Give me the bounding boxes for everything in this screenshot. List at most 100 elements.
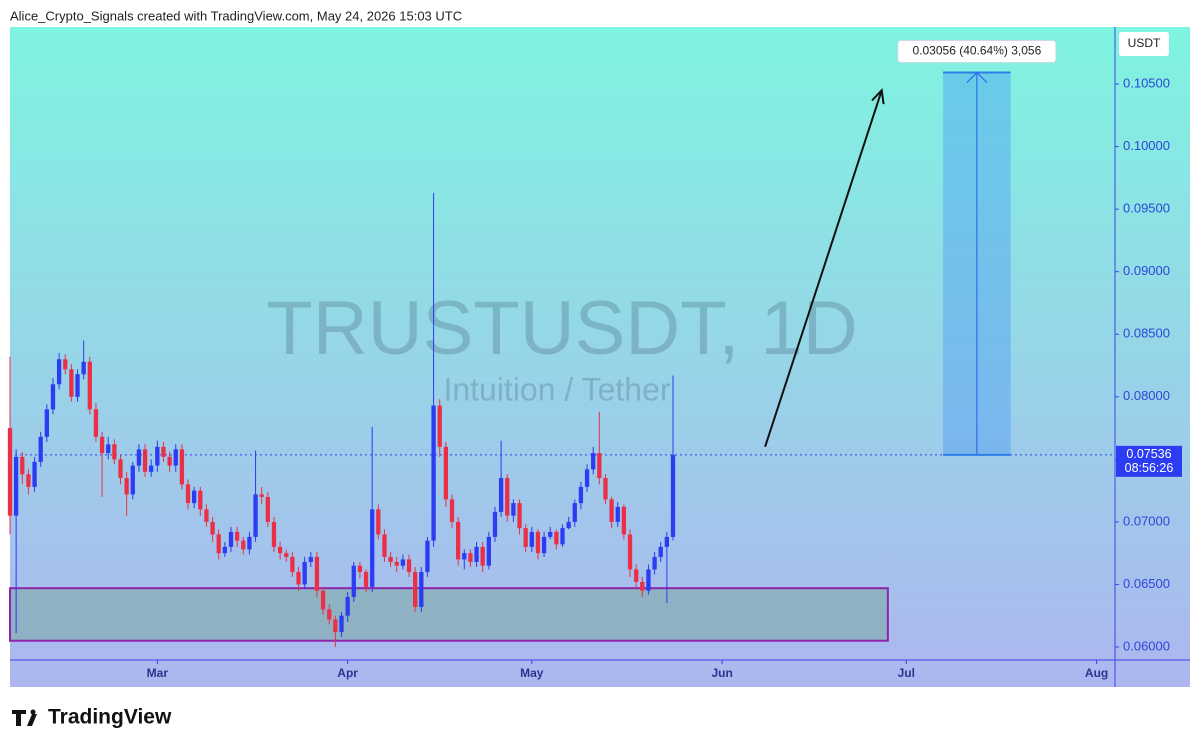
candle-body (621, 506, 627, 535)
y-tick-label: 0.10500 (1123, 75, 1170, 90)
currency-label: USDT (1128, 36, 1161, 50)
forecast-arrow (764, 89, 883, 448)
candle-body (351, 565, 356, 597)
x-tick-label: Aug (1085, 666, 1108, 680)
candle-body (302, 561, 307, 585)
x-tick-label: Mar (147, 666, 169, 680)
candle-body (185, 484, 191, 504)
watermark-title: TRUSTUSDT, 1D (266, 286, 857, 371)
candle-body (339, 615, 344, 632)
candle-body (578, 486, 584, 504)
candle-body (56, 359, 62, 385)
candle-body (511, 503, 516, 516)
countdown: 08:56:26 (1125, 461, 1174, 475)
candle-body (93, 409, 99, 437)
candle-body (161, 446, 166, 457)
candle-body (363, 571, 369, 587)
candle-body (63, 359, 68, 370)
candle-body (646, 569, 651, 591)
candle-body (535, 531, 541, 554)
candle-body (388, 556, 393, 562)
candle-body (449, 499, 455, 522)
candle-body (253, 494, 258, 537)
candle-body (664, 536, 670, 547)
candle-body (81, 361, 86, 375)
y-tick-label: 0.06500 (1123, 576, 1170, 591)
x-tick-label: Jun (711, 666, 732, 680)
candle-body (431, 405, 436, 541)
candle-body (345, 596, 350, 616)
candle-body (198, 490, 203, 510)
chart-background (10, 27, 1190, 687)
candle-body (210, 521, 215, 535)
candle-body (591, 453, 596, 470)
candle-body (370, 509, 375, 587)
candle-body (455, 521, 461, 560)
candle-body (443, 446, 449, 500)
candle-body (419, 571, 424, 607)
x-tick-label: May (520, 666, 544, 680)
candle-body (136, 449, 142, 466)
candle-body (265, 496, 270, 522)
candle-body (615, 506, 620, 522)
candle-body (7, 428, 13, 516)
candle-body (584, 469, 590, 487)
candle-body (609, 499, 614, 522)
candle-body (498, 478, 504, 512)
candle-body (112, 444, 117, 460)
plot-layer: 0.03056 (40.64%) 3,056 (7, 40, 1115, 647)
support-zone (9, 587, 889, 642)
candle-body (234, 531, 240, 541)
candle-body (640, 581, 645, 591)
candle-body (400, 559, 406, 566)
candle-body (308, 556, 313, 562)
x-tick-label: Jul (898, 666, 915, 680)
candle-body (437, 405, 442, 447)
candle-body (284, 553, 289, 557)
candle-body (192, 490, 197, 504)
candle-body (413, 571, 418, 607)
candle-body (566, 521, 571, 529)
candle-body (222, 546, 228, 554)
candle-body (357, 565, 363, 572)
brand-logo (12, 709, 37, 726)
candle-body (382, 534, 387, 557)
y-tick-label: 0.09500 (1123, 201, 1170, 216)
candle-body (271, 521, 277, 547)
candle-body (425, 540, 430, 572)
y-tick-label: 0.07000 (1123, 513, 1170, 528)
candle-body (277, 546, 283, 554)
candle-body (241, 540, 246, 550)
candle-body (529, 531, 534, 547)
candle-body (548, 531, 553, 537)
measure-label-box (897, 40, 1057, 64)
candle-body (517, 503, 522, 529)
candle-body (290, 556, 295, 572)
candle-body (296, 571, 301, 585)
candle-body (99, 436, 105, 454)
watermark-subtitle: Intuition / Tether (443, 371, 670, 407)
candle-body (572, 503, 577, 522)
y-tick-label: 0.10000 (1123, 138, 1170, 153)
candle-body (44, 409, 49, 437)
candle-body (462, 553, 467, 560)
candle-body (320, 590, 326, 610)
candle-body (523, 528, 528, 547)
candle-body (627, 534, 633, 570)
candle-body (314, 556, 320, 591)
measure-label: 0.03056 (40.64%) 3,056 (912, 44, 1041, 58)
candle-body (505, 478, 510, 516)
candle-body (155, 446, 160, 466)
candle-body (173, 449, 178, 466)
candle-body (228, 531, 234, 547)
candle-body (327, 609, 332, 620)
y-tick-label: 0.09000 (1123, 263, 1170, 278)
candle-body (75, 374, 80, 397)
candle-body (87, 361, 92, 410)
candle-body (50, 384, 56, 410)
candle-body (541, 536, 547, 554)
candle-body (597, 453, 602, 479)
last-price-label: 0.07536 (1126, 447, 1171, 461)
